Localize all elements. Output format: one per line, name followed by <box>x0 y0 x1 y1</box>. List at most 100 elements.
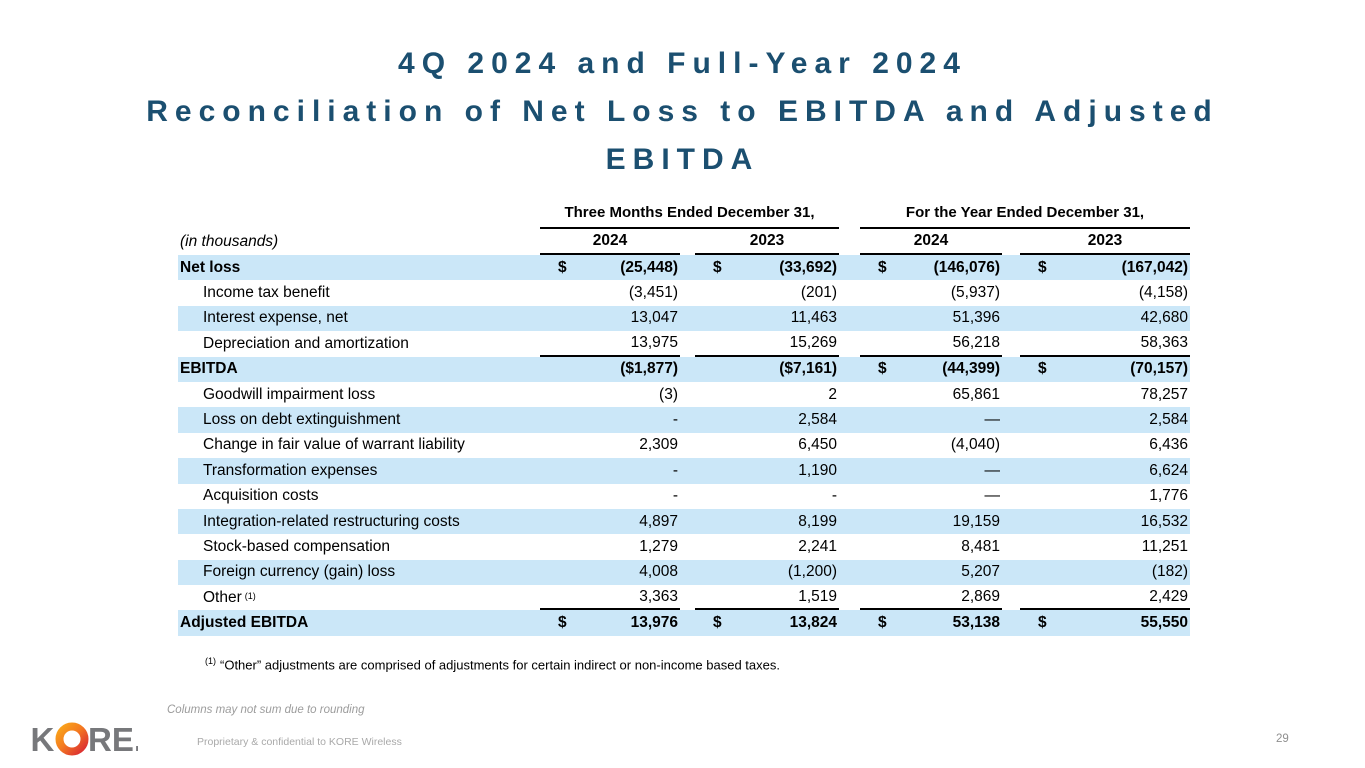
footnote: (1) “Other” adjustments are comprised of … <box>205 656 780 672</box>
table-year-header-row: (in thousands) 2024 2023 2024 2023 <box>178 229 1190 255</box>
dollar-sign: $ <box>1038 614 1047 632</box>
row-label: Integration-related restructuring costs <box>203 512 460 530</box>
cell-value: (3,451) <box>628 284 678 302</box>
row-value-cell: 56,218 <box>860 331 1002 357</box>
dollar-sign: $ <box>558 614 567 632</box>
row-label: Other (1) <box>203 588 256 606</box>
cell-value: 51,396 <box>952 309 1000 327</box>
year-header-3m-2024: 2024 <box>540 229 680 255</box>
cell-value: 78,257 <box>1140 385 1188 403</box>
row-value-cell: 13,975 <box>540 331 680 357</box>
cell-value: — <box>984 411 1001 429</box>
row-value-cell: 65,861 <box>860 382 1002 407</box>
units-label: (in thousands) <box>180 233 279 250</box>
cell-value: 53,138 <box>952 614 1000 632</box>
row-value-cell: 51,396 <box>860 306 1002 331</box>
row-value-cell: $13,824 <box>695 610 839 635</box>
row-label: Income tax benefit <box>203 284 330 302</box>
cell-value: 3,363 <box>639 587 678 605</box>
row-label: Depreciation and amortization <box>203 334 409 352</box>
row-label: Net loss <box>180 258 241 276</box>
dollar-sign: $ <box>878 614 887 632</box>
dollar-sign: $ <box>558 258 567 276</box>
cell-value: - <box>672 461 678 479</box>
cell-value: 15,269 <box>789 333 837 351</box>
row-value-cell: — <box>860 407 1002 432</box>
cell-value: (4,040) <box>950 436 1000 454</box>
row-value-cell: 5,207 <box>860 560 1002 585</box>
row-value-cell: (4,040) <box>860 433 1002 458</box>
row-value-cell: (3) <box>540 382 680 407</box>
row-value-cell: 15,269 <box>695 331 839 357</box>
row-value-cell: $ (25,448) <box>540 255 680 280</box>
cell-value: 2,309 <box>639 436 678 454</box>
row-value-cell: (182) <box>1020 560 1190 585</box>
row-label: Adjusted EBITDA <box>180 614 309 632</box>
row-value-cell: 3,363 <box>540 585 680 611</box>
cell-value: 6,450 <box>798 436 837 454</box>
table-row: Foreign currency (gain) loss 4,008 (1,200)… <box>178 559 1190 586</box>
cell-value: (33,692) <box>779 258 837 276</box>
cell-value: 13,824 <box>789 614 837 632</box>
cell-value: 2,429 <box>1149 587 1188 605</box>
year-header-3m-2023: 2023 <box>695 229 839 255</box>
row-value-cell: - <box>695 484 839 509</box>
cell-value: 1,190 <box>798 461 837 479</box>
row-value-cell: — <box>860 458 1002 483</box>
rounding-note: Columns may not sum due to rounding <box>167 704 365 716</box>
cell-value: 2,584 <box>1149 411 1188 429</box>
confidential-note: Proprietary & confidential to KORE Wirel… <box>197 736 402 748</box>
cell-value: 58,363 <box>1140 333 1188 351</box>
row-value-cell: (201) <box>695 280 839 305</box>
row-value-cell: 42,680 <box>1020 306 1190 331</box>
cell-value: 6,436 <box>1149 436 1188 454</box>
logo-letter-k: K <box>32 721 55 758</box>
table-row: Interest expense, net 13,047 11,463 51,396 4… <box>178 305 1190 332</box>
row-value-cell: 19,159 <box>860 509 1002 534</box>
row-label: Acquisition costs <box>203 487 319 505</box>
table-row: Stock-based compensation 1,279 2,241 8,481 1… <box>178 534 1190 559</box>
row-value-cell: 2 <box>695 382 839 407</box>
cell-value: (4,158) <box>1138 284 1188 302</box>
row-value-cell: 11,463 <box>695 306 839 331</box>
row-value-cell: 78,257 <box>1020 382 1190 407</box>
row-value-cell: - <box>540 484 680 509</box>
cell-value: 8,481 <box>961 537 1000 555</box>
dollar-sign: $ <box>878 258 887 276</box>
table-row: Other (1) 3,363 1,519 2,869 2,429 <box>178 585 1190 611</box>
slide-title-line1: 4Q 2024 and Full-Year 2024 <box>398 47 967 80</box>
row-label: Loss on debt extinguishment <box>203 411 401 429</box>
cell-value: - <box>672 411 678 429</box>
cell-value: 55,550 <box>1140 614 1188 632</box>
cell-value: (146,076) <box>933 258 1000 276</box>
row-value-cell: ($7,161) <box>695 357 839 382</box>
row-value-cell: $ (167,042) <box>1020 255 1190 280</box>
year-header-fy-2023: 2023 <box>1020 229 1190 255</box>
cell-value: ($1,877) <box>620 360 678 378</box>
row-value-cell: - <box>540 458 680 483</box>
row-value-cell: (1,200) <box>695 560 839 585</box>
cell-value: (25,448) <box>620 258 678 276</box>
cell-value: - <box>831 487 837 505</box>
row-label-footnote-marker: (1) <box>244 590 256 601</box>
cell-value: 1,776 <box>1149 487 1188 505</box>
row-value-cell: $13,976 <box>540 610 680 635</box>
cell-value: (1,200) <box>787 563 837 581</box>
cell-value: 2 <box>828 385 837 403</box>
cell-value: 5,207 <box>961 563 1000 581</box>
row-value-cell: 2,309 <box>540 433 680 458</box>
table-row: Depreciation and amortization 13,975 15,26… <box>178 331 1190 357</box>
row-label: Stock-based compensation <box>203 537 390 555</box>
row-value-cell: $55,550 <box>1020 610 1190 635</box>
row-value-cell: 2,429 <box>1020 585 1190 611</box>
cell-value: — <box>984 487 1001 505</box>
row-value-cell: 2,584 <box>695 407 839 432</box>
row-label: Change in fair value of warrant liabilit… <box>203 436 465 454</box>
row-value-cell: 1,519 <box>695 585 839 611</box>
table-row: Integration-related restructuring costs 4… <box>178 508 1190 535</box>
group-header-full-year: For the Year Ended December 31, <box>860 204 1190 229</box>
cell-value: (167,042) <box>1121 258 1188 276</box>
cell-value: 2,584 <box>798 411 837 429</box>
row-value-cell: $ (33,692) <box>695 255 839 280</box>
